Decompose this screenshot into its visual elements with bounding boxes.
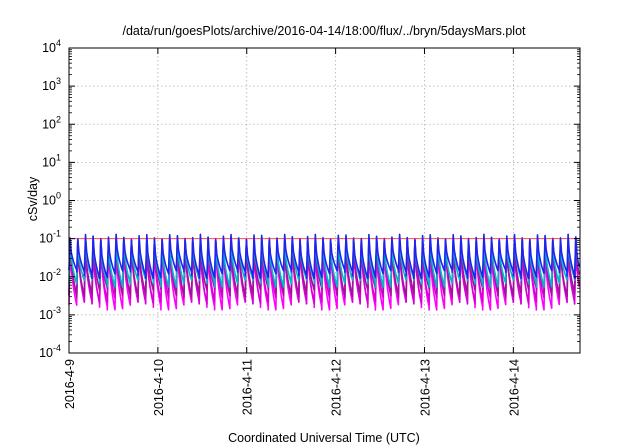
x-tick-label: 2016-4-13 <box>418 359 432 416</box>
chart-title: /data/run/goesPlots/archive/2016-04-14/1… <box>122 24 526 38</box>
grid <box>69 48 580 353</box>
x-tick-label: 2016-4-9 <box>63 359 77 409</box>
y-tick-label: 102 <box>42 114 61 131</box>
x-tick-label: 2016-4-12 <box>330 359 344 416</box>
series-line <box>68 233 580 280</box>
y-tick-label: 101 <box>42 152 61 169</box>
x-axis: 2016-4-9 2016-4-10 2016-4-11 2016-4-12 2016-… <box>63 48 521 416</box>
y-tick-label: 104 <box>42 38 61 55</box>
y-tick-label: 100 <box>42 191 61 208</box>
y-tick-label: 103 <box>42 76 61 93</box>
x-axis-label: Coordinated Universal Time (UTC) <box>228 431 420 445</box>
y-tick-label: 10-1 <box>39 229 61 246</box>
y-axis: 10-4 10-3 10-2 10-1 100 101 102 103 104 <box>39 38 580 360</box>
x-tick-label: 2016-4-10 <box>152 359 166 416</box>
y-axis-label: cSv/day <box>26 176 40 221</box>
y-tick-label: 10-4 <box>39 343 61 360</box>
y-tick-label: 10-3 <box>39 305 61 322</box>
series-group <box>68 233 580 311</box>
x-tick-label: 2016-4-14 <box>507 359 521 416</box>
y-tick-label: 10-2 <box>39 267 61 284</box>
x-tick-label: 2016-4-11 <box>241 359 255 415</box>
